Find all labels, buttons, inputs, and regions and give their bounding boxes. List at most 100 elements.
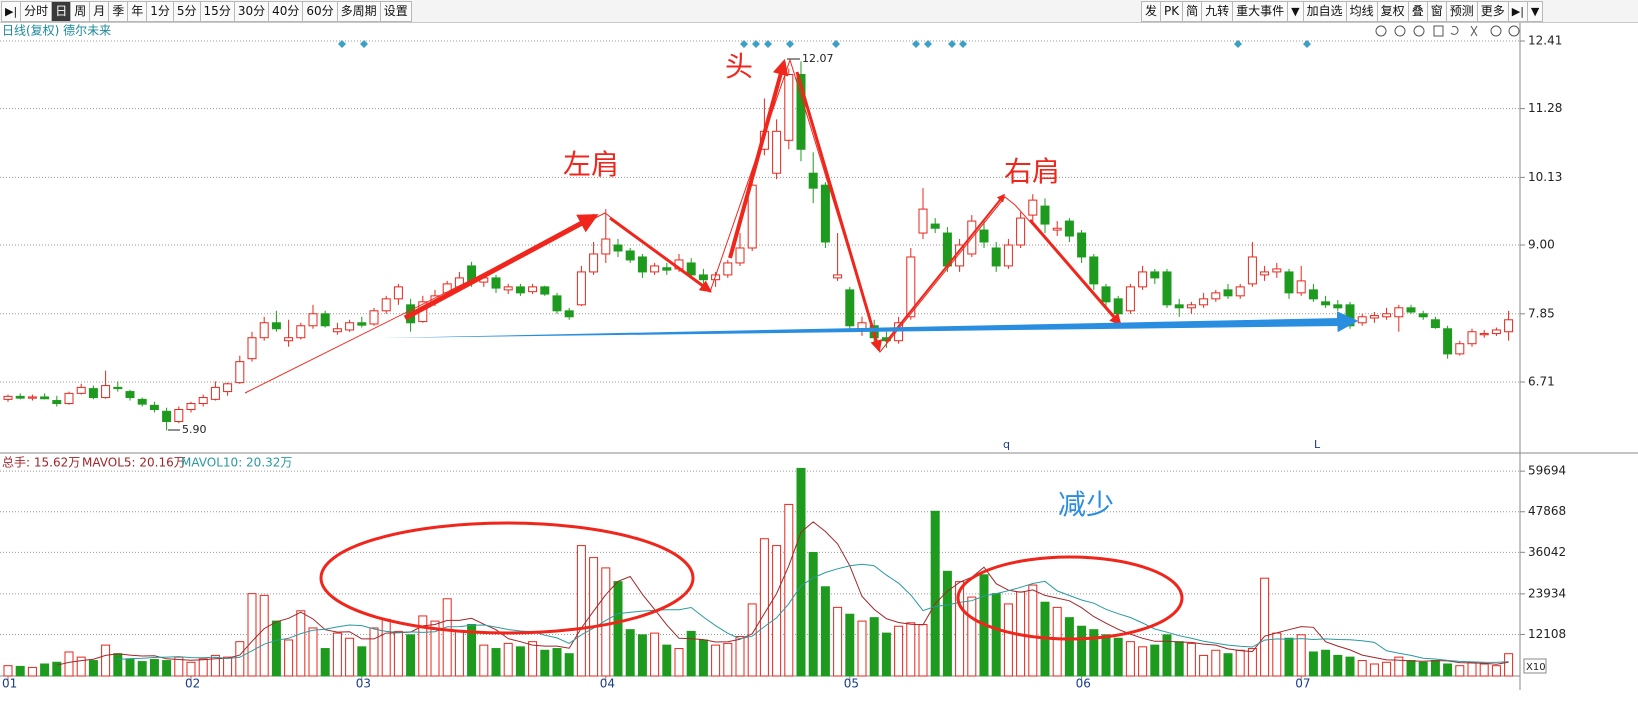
candle-body	[174, 409, 184, 422]
volume-bar	[1028, 584, 1038, 677]
toolbar-button[interactable]: 预测	[1445, 1, 1478, 22]
volume-bar	[454, 630, 464, 677]
candle-body	[247, 337, 257, 360]
candle-body	[906, 256, 916, 318]
volume-bar	[40, 663, 50, 677]
zoom-in-icon[interactable]	[1490, 25, 1502, 37]
candle-body	[1418, 313, 1428, 318]
x-tick-label: 05	[844, 677, 859, 691]
nav-icon[interactable]: ▼	[1526, 1, 1544, 22]
eye-icon[interactable]	[1375, 25, 1387, 37]
toolbar-button[interactable]: 5分	[172, 1, 201, 22]
toolbar-button[interactable]: 重大事件	[1232, 1, 1289, 22]
volume-bar	[308, 627, 318, 677]
candle-body	[381, 298, 391, 312]
nav-icon[interactable]: ▶|	[1507, 1, 1528, 22]
volume-bar	[711, 644, 721, 677]
toolbar-button[interactable]: 季	[108, 1, 129, 22]
volume-bar	[1174, 641, 1184, 677]
volume-bar	[955, 581, 965, 677]
candle-body	[601, 238, 611, 255]
volume-bar	[1430, 660, 1440, 677]
candle-body	[918, 208, 928, 234]
toolbar-button[interactable]: 更多	[1476, 1, 1509, 22]
candle-body	[1223, 289, 1233, 297]
candle-body	[40, 396, 50, 400]
toolbar-button[interactable]: 1分	[146, 1, 174, 22]
toolbar-button[interactable]: 15分	[199, 1, 235, 22]
volume-bar	[650, 632, 660, 677]
volume-bar	[223, 656, 233, 677]
volume-bar	[637, 634, 647, 677]
volume-bar	[906, 622, 916, 677]
toolbar-button[interactable]: 加自选	[1302, 1, 1347, 22]
candle-body	[223, 383, 233, 393]
candle-body	[1321, 301, 1331, 306]
annotation: 左肩	[563, 148, 619, 181]
zoom-out-icon[interactable]	[1508, 25, 1520, 37]
candle-body	[576, 271, 586, 306]
toolbar-button[interactable]: 均线	[1345, 1, 1378, 22]
cut-icon[interactable]	[1470, 25, 1478, 37]
candle-body	[808, 172, 818, 189]
volume-bar	[1235, 649, 1245, 677]
candle-body	[1308, 289, 1318, 300]
candle-body	[735, 247, 745, 264]
volume-bar	[772, 545, 782, 677]
candle-body	[1284, 271, 1294, 294]
volume-bar	[27, 666, 37, 677]
volume-bar	[1162, 634, 1172, 677]
candle-body	[1272, 268, 1282, 273]
play-icon[interactable]	[1413, 25, 1425, 37]
toolbar-button[interactable]: PK	[1160, 1, 1184, 22]
toolbar-button[interactable]: 分时	[20, 1, 53, 22]
candle-body	[930, 223, 940, 229]
volume-bar	[393, 630, 403, 677]
volume-bar	[845, 613, 855, 677]
volume-bar	[1186, 642, 1196, 677]
volume-bar	[1125, 641, 1135, 677]
candle-body	[1150, 271, 1160, 279]
volume-bar	[869, 617, 879, 677]
volume-bar	[235, 641, 245, 677]
candle-body	[1028, 199, 1038, 216]
candle-body	[1186, 304, 1196, 309]
candle-body	[271, 322, 281, 330]
candle-body	[589, 253, 599, 273]
toolbar-button[interactable]: 40分	[268, 1, 304, 22]
toolbar-button[interactable]: 发	[1141, 1, 1162, 22]
candle-body	[723, 262, 733, 276]
volume-bar	[1223, 653, 1233, 677]
volume-bar	[1308, 651, 1318, 677]
annotation: 头	[725, 50, 753, 83]
arrow	[403, 213, 599, 321]
volume-bar	[1321, 649, 1331, 677]
candle-body	[833, 274, 843, 279]
volume-bar	[320, 648, 330, 677]
arrow	[609, 216, 712, 293]
hand-icon[interactable]	[1394, 25, 1406, 37]
toolbar-button[interactable]: 复权	[1376, 1, 1409, 22]
volume-bar	[198, 658, 208, 677]
volume-bar	[1077, 625, 1087, 677]
candle-body	[1113, 298, 1123, 315]
candle-body	[52, 400, 62, 405]
candle-body	[1003, 244, 1013, 267]
volume-bar	[1357, 660, 1367, 677]
undo-icon[interactable]	[1450, 25, 1459, 35]
toolbar-button[interactable]: 30分	[233, 1, 270, 22]
candle-body	[564, 310, 574, 318]
candle-body	[101, 385, 111, 399]
doc-icon[interactable]	[1433, 25, 1444, 37]
collapse-icon[interactable]: ▶|	[1, 1, 22, 22]
toolbar-button[interactable]: 设置	[379, 1, 412, 22]
volume-bar	[820, 586, 830, 677]
candle-body	[1138, 271, 1148, 288]
volume-bar	[491, 648, 501, 677]
toolbar-button[interactable]: 叠	[1407, 1, 1428, 22]
candle-body	[1162, 271, 1172, 306]
volume-bar	[3, 665, 13, 677]
candle-body	[1089, 256, 1099, 285]
candle-body	[491, 277, 501, 289]
candle-body	[125, 391, 135, 399]
